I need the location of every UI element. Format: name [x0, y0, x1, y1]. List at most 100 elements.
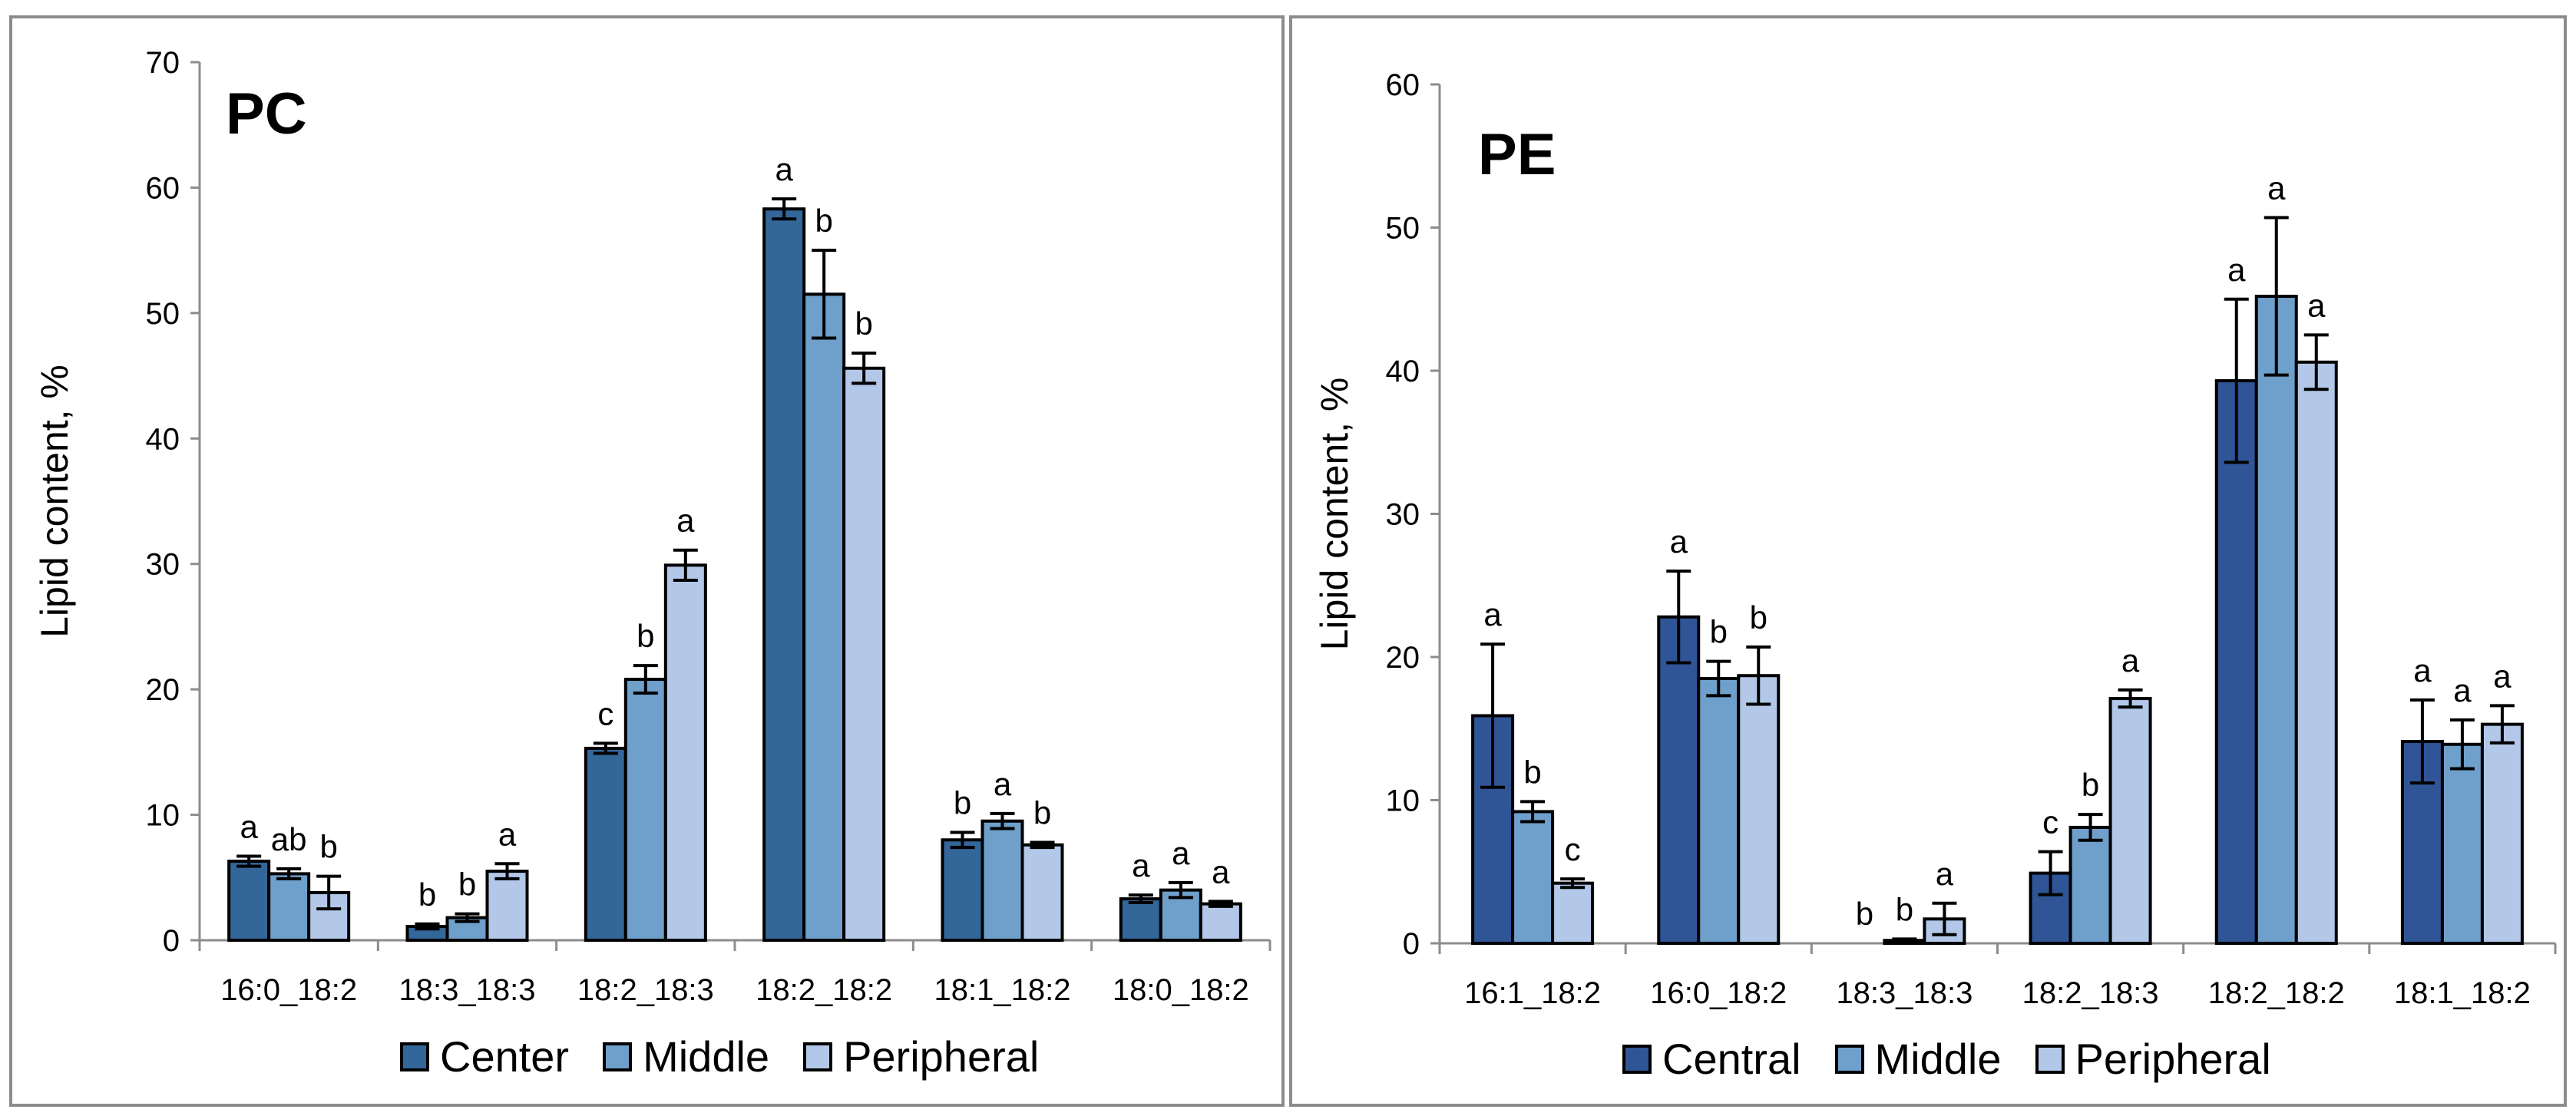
pc-significance-letter: a — [1212, 854, 1230, 890]
pc-significance-letter: b — [458, 867, 476, 903]
pe-legend-label: Peripheral — [2075, 1035, 2271, 1083]
pc-significance-letter: a — [676, 503, 695, 539]
pc-significance-letter: ab — [271, 821, 307, 857]
pc-legend-swatch — [803, 1042, 833, 1071]
pc-significance-letter: a — [994, 766, 1012, 802]
pc-chart: 0 10 20 30 40 50 60 70 Lipid content, % PC 16:0_18… — [33, 46, 1271, 1007]
pe-x-tick-label: 18:2_18:3 — [2022, 976, 2159, 1010]
pc-y-tick-label: 10 — [146, 799, 180, 833]
pe-x-tick-label: 16:1_18:2 — [1464, 976, 1601, 1010]
pc-legend-item-middle: Middle — [603, 1032, 769, 1081]
pe-significance-letter: a — [2453, 672, 2472, 708]
pc-bar-center — [941, 838, 984, 943]
pe-y-tick-label: 40 — [1386, 355, 1420, 388]
pe-significance-letter: a — [1936, 856, 1954, 892]
pc-significance-letter: a — [1172, 835, 1190, 871]
pe-legend-item-peripheral: Peripheral — [2035, 1034, 2271, 1084]
pe-legend-label: Middle — [1874, 1035, 2002, 1083]
pc-bar-peripheral — [663, 563, 707, 942]
pe-significance-letter: a — [2121, 642, 2140, 679]
pc-y-tick-label: 30 — [146, 548, 180, 582]
pc-y-axis-label: Lipid content, % — [33, 365, 76, 638]
pc-bar-middle — [802, 292, 846, 943]
pc-chart-title: PC — [226, 81, 307, 147]
pc-bar-peripheral — [485, 870, 529, 942]
pc-bar-center — [1119, 897, 1162, 943]
pc-bar-middle — [267, 872, 311, 942]
pc-legend-label: Peripheral — [843, 1032, 1040, 1081]
pc-legend: Center Middle Peripheral — [400, 1032, 1039, 1081]
pc-significance-letter: b — [319, 829, 337, 865]
pe-bar-peripheral — [2108, 697, 2152, 946]
pe-x-tick-label: 16:0_18:2 — [1650, 976, 1787, 1010]
pc-legend-item-peripheral: Peripheral — [803, 1032, 1039, 1081]
pe-significance-letter: b — [1750, 599, 1767, 636]
pe-significance-letter: a — [1483, 596, 1502, 632]
pc-chart-panel: 0 10 20 30 40 50 60 70 Lipid content, % PC 16:0_18… — [9, 15, 1285, 1107]
pc-bar-center — [227, 860, 271, 943]
pe-legend-swatch — [1834, 1044, 1864, 1074]
pe-x-tick-label: 18:1_18:2 — [2394, 976, 2531, 1010]
pe-bar-peripheral — [1551, 881, 1595, 946]
pc-y-tick-label: 70 — [146, 46, 180, 80]
pc-significance-letter: b — [855, 305, 872, 342]
pc-x-tick-label: 18:2_18:2 — [756, 973, 892, 1007]
pe-bar-central — [1657, 615, 1701, 946]
pe-y-tick-label: 50 — [1386, 212, 1420, 246]
pc-significance-letter: b — [418, 877, 436, 913]
pc-significance-letter: b — [637, 618, 654, 654]
pc-bar-center — [762, 207, 806, 942]
pc-bar-middle — [980, 819, 1024, 942]
pc-significance-letter: a — [498, 816, 517, 852]
pc-y-tick-label: 0 — [163, 924, 180, 958]
pc-y-tick-label: 20 — [146, 673, 180, 707]
pc-significance-letter: b — [815, 203, 832, 239]
pc-significance-letter: a — [775, 151, 793, 187]
pe-significance-letter: a — [2267, 170, 2286, 206]
pe-legend-item-middle: Middle — [1834, 1034, 2002, 1084]
pe-legend-swatch — [2035, 1044, 2065, 1074]
pc-x-tick-label: 18:1_18:2 — [934, 973, 1071, 1007]
pe-chart: 0 10 20 30 40 50 60 Lipid content, % PE 16:1_18:2… — [1313, 68, 2557, 1010]
pc-y-tick-label: 60 — [146, 171, 180, 205]
pe-significance-letter: b — [1523, 754, 1541, 790]
pc-bar-peripheral — [1199, 902, 1242, 942]
pe-bar-peripheral — [2480, 722, 2524, 946]
pe-y-tick-label: 30 — [1386, 498, 1420, 532]
pc-x-tick-label: 18:0_18:2 — [1113, 973, 1249, 1007]
pe-legend: Central Middle Peripheral — [1622, 1034, 2271, 1084]
pe-y-tick-label: 60 — [1386, 68, 1420, 102]
pe-significance-letter: b — [1710, 614, 1728, 650]
pe-significance-letter: a — [2413, 652, 2432, 688]
pe-bar-middle — [1697, 676, 1741, 945]
pe-significance-letter: a — [2227, 252, 2246, 288]
pe-significance-letter: c — [1565, 831, 1581, 867]
pe-bar-middle — [2440, 742, 2484, 945]
pc-significance-letter: b — [954, 784, 971, 820]
pc-legend-swatch — [400, 1042, 429, 1071]
pe-significance-letter: a — [1670, 523, 1688, 560]
pc-legend-item-center: Center — [400, 1032, 569, 1081]
pe-y-axis-label: Lipid content, % — [1313, 378, 1356, 651]
pe-chart-title: PE — [1478, 122, 1556, 187]
pe-y-tick-label: 20 — [1386, 641, 1420, 675]
pe-chart-panel: 0 10 20 30 40 50 60 Lipid content, % PE 16:1_18:2… — [1289, 15, 2567, 1107]
pe-x-tick-label: 18:2_18:2 — [2208, 976, 2345, 1010]
pc-significance-letter: a — [1132, 847, 1150, 883]
pc-legend-swatch — [603, 1042, 633, 1071]
pe-y-tick-label: 10 — [1386, 784, 1420, 818]
pe-significance-letter: b — [2082, 767, 2099, 803]
pc-x-tick-label: 18:3_18:3 — [399, 973, 536, 1007]
pe-bar-peripheral — [2294, 360, 2338, 945]
pe-legend-item-central: Central — [1622, 1034, 1801, 1084]
pe-y-tick-label: 0 — [1403, 927, 1420, 961]
pc-legend-label: Middle — [643, 1032, 770, 1081]
pe-significance-letter: b — [1896, 891, 1913, 927]
pe-significance-letter: a — [2493, 658, 2512, 694]
pe-bar-peripheral — [1737, 674, 1781, 945]
pc-x-tick-label: 16:0_18:2 — [220, 973, 357, 1007]
pc-bar-middle — [623, 678, 667, 942]
pe-bar-central — [2214, 379, 2258, 945]
pc-y-tick-label: 40 — [146, 422, 180, 456]
pe-significance-letter: a — [2307, 287, 2326, 323]
